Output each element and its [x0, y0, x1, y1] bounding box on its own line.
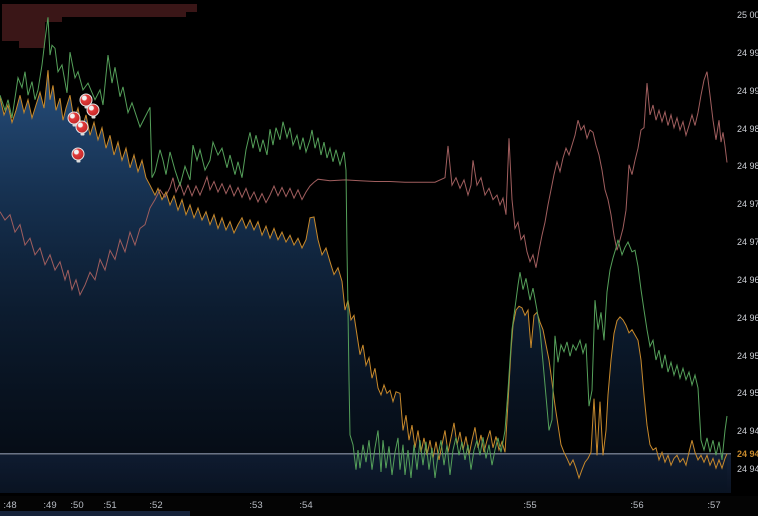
current-price-label: 24 942	[737, 448, 758, 459]
price-axis-label: 24 970	[737, 237, 758, 247]
price-axis-label: 24 945	[737, 426, 758, 437]
heat-block	[2, 17, 19, 41]
heat-block	[2, 4, 186, 17]
red-balloon-marker-icon[interactable]	[75, 120, 89, 134]
price-axis-label: 24 950	[737, 388, 758, 399]
price-axis-label: 24 960	[737, 312, 758, 323]
time-axis-label: :53	[249, 500, 263, 511]
price-axis-label: 24 965	[737, 274, 758, 285]
time-axis-label: :55	[523, 500, 537, 511]
price-axis-label: 25 000	[737, 10, 758, 20]
price-axis-label: 24 940	[737, 464, 758, 474]
heat-block	[186, 4, 197, 12]
green-line	[0, 17, 728, 479]
area-fill-blue-gradient	[0, 70, 727, 493]
price-axis-label: 24 990	[737, 85, 758, 96]
time-axis-label: :48	[3, 500, 17, 511]
time-axis-label: :56	[630, 500, 644, 511]
price-axis-label: 24 955	[737, 350, 758, 361]
time-axis-label: :51	[103, 500, 117, 511]
time-axis-label: :50	[70, 500, 84, 511]
orange-line	[0, 70, 728, 480]
time-axis-label: :52	[149, 500, 163, 511]
time-axis-label: :57	[707, 500, 721, 511]
heat-block	[45, 17, 62, 22]
time-axis-label: :54	[299, 500, 313, 511]
red-balloon-marker-icon[interactable]	[86, 103, 100, 117]
time-axis-label: :49	[43, 500, 57, 511]
price-axis-label: 24 975	[737, 199, 758, 210]
bottom-left-bar	[0, 511, 190, 516]
price-axis[interactable]: 25 000 24 995 24 990 24 985 24 980 24 975 24 9…	[731, 0, 758, 497]
heat-block	[19, 17, 45, 48]
red-balloon-marker-icon[interactable]	[71, 147, 85, 161]
price-axis-label: 24 985	[737, 123, 758, 134]
red-line	[0, 71, 728, 297]
price-axis-label: 24 980	[737, 161, 758, 172]
price-axis-label: 24 995	[737, 47, 758, 58]
